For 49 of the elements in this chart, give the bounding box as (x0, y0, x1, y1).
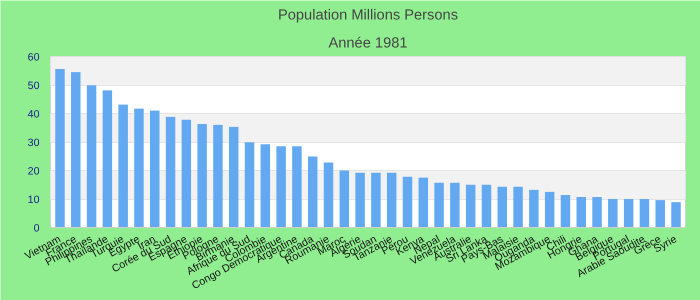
bar (655, 200, 665, 228)
bar (434, 182, 444, 228)
bar (482, 184, 492, 228)
bar (228, 126, 238, 228)
y-tick-label: 0 (34, 222, 40, 234)
y-tick-label: 40 (28, 108, 40, 120)
bar (371, 172, 381, 228)
bar (498, 186, 508, 228)
y-tick-label: 20 (28, 166, 40, 178)
bar (55, 69, 65, 228)
bar (402, 176, 412, 228)
bar (86, 85, 96, 228)
chart-title: Population Millions Persons (278, 8, 458, 24)
bar (260, 144, 270, 228)
bar (150, 110, 160, 228)
bar (513, 186, 523, 228)
y-tick-label: 10 (28, 194, 40, 206)
bar (386, 172, 396, 228)
y-tick-label: 60 (28, 52, 40, 64)
bar (624, 199, 634, 228)
bar (292, 146, 302, 228)
bar (71, 72, 81, 228)
bar (324, 162, 334, 228)
bar (560, 195, 570, 228)
bar (576, 197, 586, 228)
bar (134, 108, 144, 228)
bar (276, 146, 286, 228)
bar (544, 192, 554, 228)
bar (197, 124, 207, 228)
y-tick-label: 50 (28, 80, 40, 92)
bar (118, 104, 128, 228)
bar (592, 197, 602, 228)
bar (213, 124, 223, 228)
bar (671, 202, 681, 228)
bar (418, 178, 428, 228)
bar (355, 172, 365, 228)
bar (466, 184, 476, 228)
bar (450, 182, 460, 228)
bar (244, 142, 254, 228)
y-tick-label: 30 (28, 137, 40, 149)
bar (608, 199, 618, 228)
bar (340, 170, 350, 228)
chart-subtitle: Année 1981 (328, 36, 408, 52)
bar (182, 120, 192, 228)
bar (640, 199, 650, 228)
bar (529, 190, 539, 228)
bar (308, 156, 318, 228)
bar (102, 90, 112, 228)
bar (166, 116, 176, 228)
